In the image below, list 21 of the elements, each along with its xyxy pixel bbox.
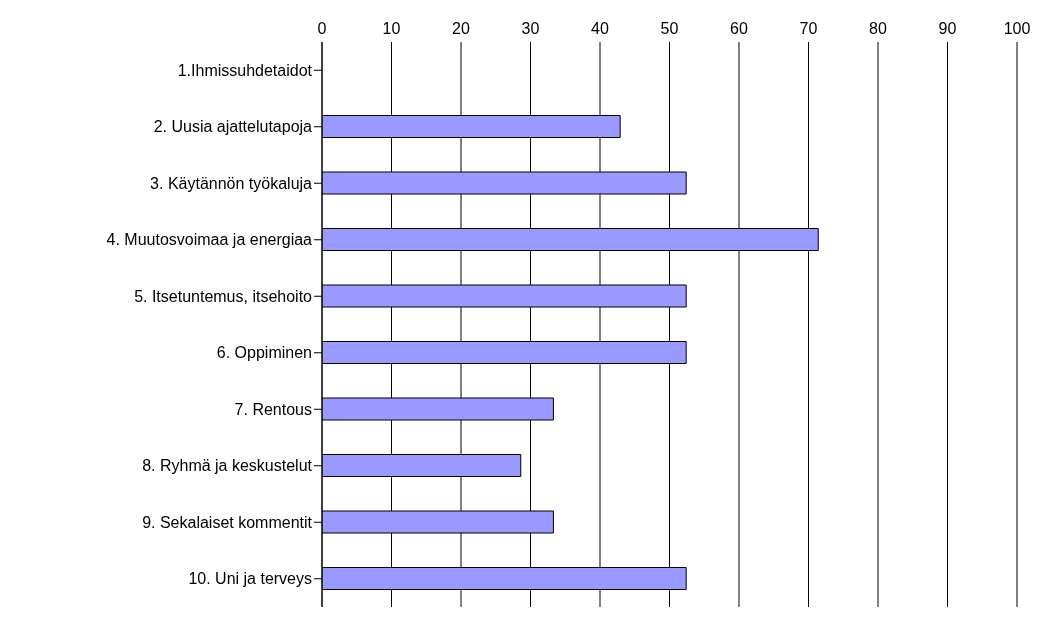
- x-tick-label: 50: [660, 20, 679, 37]
- y-tick-label: 4. Muutosvoimaa ja energiaa: [106, 231, 313, 249]
- x-tick-label: 80: [869, 20, 887, 37]
- x-tick-label: 60: [730, 20, 748, 37]
- y-tick-label: 7. Rentous: [234, 400, 312, 418]
- y-tick-label: 10. Uni ja terveys: [188, 570, 312, 588]
- x-tick-label: 20: [452, 20, 470, 37]
- x-tick-label: 40: [591, 20, 609, 37]
- y-tick-label: 6. Oppiminen: [216, 344, 312, 362]
- x-tick-label: 90: [938, 20, 957, 37]
- x-tick-label: 70: [799, 20, 818, 37]
- x-tick-label: 30: [521, 20, 540, 37]
- x-tick-label: 100: [1003, 20, 1031, 37]
- y-tick-label: 2. Uusia ajattelutapoja: [153, 118, 313, 136]
- y-tick-label: 3. Käytännön työkaluja: [150, 174, 313, 192]
- y-tick-label: 1.Ihmissuhdetaidot: [177, 61, 313, 79]
- y-tick-label: 9. Sekalaiset kommentit: [142, 513, 313, 531]
- x-tick-label: 10: [382, 20, 401, 37]
- y-tick-label: 8. Ryhmä ja keskustelut: [142, 457, 313, 475]
- x-tick-label: 0: [317, 20, 327, 37]
- y-tick-label: 5. Itsetuntemus, itsehoito: [134, 287, 313, 305]
